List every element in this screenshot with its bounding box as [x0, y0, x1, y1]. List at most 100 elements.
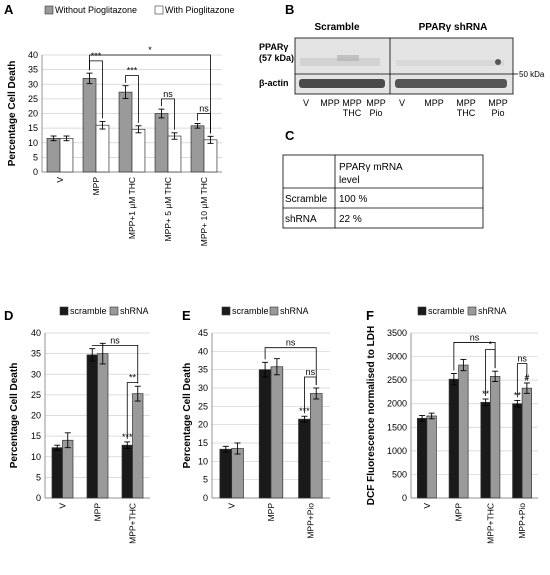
- y-tick-label: 20: [28, 109, 38, 119]
- y-tick-label: 2500: [387, 375, 407, 385]
- significance-label: **: [129, 373, 137, 383]
- significance-bracket: [516, 363, 528, 398]
- x-tick-label: V: [227, 503, 237, 509]
- blot-scramble-label: Scramble: [314, 22, 359, 33]
- bar: [131, 128, 146, 173]
- y-tick-label: 0: [402, 493, 407, 503]
- bar: [82, 78, 97, 173]
- bar: [258, 369, 272, 499]
- bar: [309, 393, 323, 499]
- bar: [231, 448, 244, 499]
- bar: [203, 139, 218, 173]
- blot-lane-label: Pio: [491, 108, 504, 118]
- x-tick-label: MPP: [454, 503, 464, 522]
- bar: [490, 376, 501, 499]
- legend-swatch: [109, 306, 119, 316]
- blot-lane-label: THC: [457, 108, 476, 118]
- bar: [512, 403, 523, 499]
- y-tick-label: 10: [198, 456, 208, 466]
- significance-label: **: [514, 390, 522, 400]
- panel-letter-b: B: [285, 2, 294, 17]
- blot-lane-label: MPP: [366, 98, 386, 108]
- legend-label: shRNA: [120, 306, 149, 316]
- significance-bracket: [304, 376, 317, 414]
- y-axis-label: DCF Fluorescence normalised to LDH: [366, 326, 377, 505]
- significance-label: ns: [470, 332, 480, 342]
- blot-lane-label: Pio: [369, 108, 382, 118]
- y-tick-label: 3000: [387, 352, 407, 362]
- y-tick-label: 0: [36, 493, 41, 503]
- western-blot: Scramble PPARγ shRNA PPARγ (57 kDa) β-ac…: [259, 22, 545, 118]
- table-header: PPARγ mRNA: [339, 162, 403, 173]
- legend-swatch: [467, 306, 477, 316]
- legend-label: shRNA: [280, 306, 309, 316]
- bar: [51, 447, 63, 499]
- legend-label: shRNA: [478, 306, 507, 316]
- y-tick-label: 1000: [387, 446, 407, 456]
- significance-bracket: [125, 75, 139, 123]
- legend-label: scramble: [232, 306, 269, 316]
- significance-label: #: [524, 373, 529, 383]
- table-row-label: shRNA: [285, 214, 317, 225]
- significance-bracket: [89, 54, 211, 134]
- blot-lane-label: MPP: [488, 98, 508, 108]
- chart-panel-a: 0 5 10 15 20 25 30 35 40 Percentage Cell Death V MP…: [7, 5, 235, 246]
- y-tick-label: 30: [198, 383, 208, 393]
- significance-label: ***: [127, 65, 138, 75]
- blot-marker-label: 50 kDa: [519, 70, 545, 79]
- bar: [86, 354, 98, 499]
- panel-letter-a: A: [4, 2, 14, 17]
- significance-bracket: [485, 349, 496, 396]
- y-tick-label: 30: [28, 79, 38, 89]
- blot-lane-label: THC: [343, 108, 362, 118]
- significance-bracket: [126, 382, 139, 439]
- table-row-value: 100 %: [339, 194, 367, 205]
- bar: [190, 125, 205, 173]
- significance-label: ns: [163, 89, 173, 99]
- x-tick-label: V: [58, 503, 68, 509]
- bar: [480, 401, 491, 499]
- legend-swatch: [59, 306, 69, 316]
- y-tick-label: 45: [198, 328, 208, 338]
- legend-swatch: [154, 5, 164, 15]
- y-tick-label: 40: [28, 50, 38, 60]
- significance-label: ns: [286, 338, 296, 348]
- blot-band-pparg: [337, 55, 359, 61]
- bar: [426, 415, 437, 499]
- blot-actin-label: β-actin: [259, 78, 289, 88]
- y-tick-label: 20: [31, 411, 41, 421]
- y-tick-label: 5: [203, 475, 208, 485]
- significance-label: ns: [517, 354, 527, 364]
- bar: [458, 364, 469, 499]
- bar: [97, 353, 109, 499]
- y-tick-label: 40: [198, 346, 208, 356]
- y-tick-label: 25: [198, 401, 208, 411]
- y-tick-label: 35: [198, 365, 208, 375]
- y-tick-label: 15: [31, 431, 41, 441]
- significance-bracket: [91, 344, 139, 384]
- blot-lane-label: MPP: [456, 98, 476, 108]
- legend-label: scramble: [70, 306, 107, 316]
- y-tick-label: 35: [28, 65, 38, 75]
- blot-band-pparg: [300, 58, 380, 66]
- y-tick-label: 5: [33, 152, 38, 162]
- bar: [298, 418, 311, 499]
- x-tick-label: MPP+ 10 μM THC: [199, 177, 209, 246]
- table-header-level: level: [339, 175, 360, 186]
- y-tick-label: 500: [392, 469, 407, 479]
- blot-lane-label: MPP: [424, 98, 444, 108]
- blot-band-pparg: [396, 60, 504, 66]
- legend-swatch: [221, 306, 231, 316]
- bar: [62, 439, 74, 499]
- panel-letter-e: E: [182, 308, 191, 323]
- blot-band-actin: [395, 79, 507, 88]
- y-tick-label: 25: [31, 390, 41, 400]
- panel-letter-f: F: [366, 308, 374, 323]
- blot-lane-label: V: [399, 98, 405, 108]
- table-row-value: 22 %: [339, 214, 362, 225]
- y-tick-label: 1500: [387, 422, 407, 432]
- y-tick-label: 2000: [387, 399, 407, 409]
- bar: [270, 366, 284, 499]
- x-tick-label: MPP: [93, 503, 103, 522]
